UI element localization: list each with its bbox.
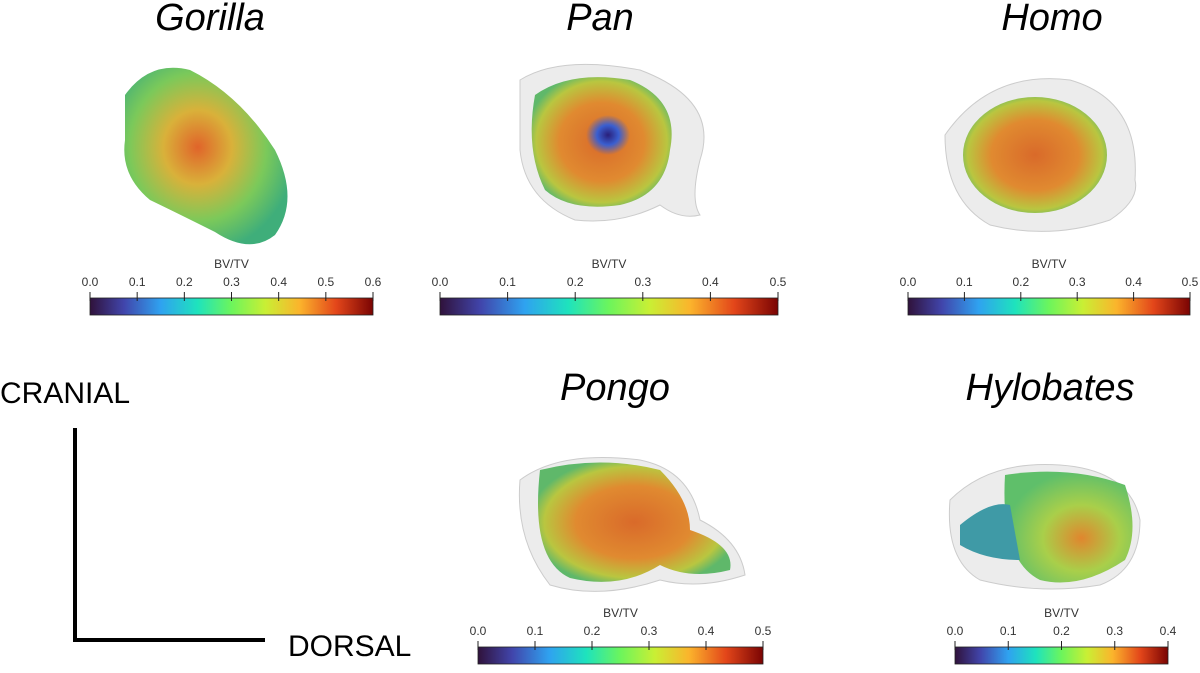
orientation-axes — [73, 428, 265, 642]
specimen-pongo — [518, 457, 746, 592]
panel-title: Homo — [1001, 0, 1102, 39]
cranial-label: CRANIAL — [0, 377, 130, 410]
tick-label: 0.4 — [702, 275, 719, 289]
specimen-pan — [519, 63, 705, 222]
tick-label: 0.4 — [270, 275, 287, 289]
tick-label: 0.2 — [1012, 275, 1029, 289]
tick-label: 0.3 — [223, 275, 240, 289]
tick-label: 0.3 — [1106, 624, 1123, 638]
tick-label: 0.6 — [365, 275, 382, 289]
tick-label: 0.0 — [470, 624, 487, 638]
tick-label: 0.2 — [567, 275, 584, 289]
tick-label: 0.4 — [1160, 624, 1177, 638]
colorbar-label: BV/TV — [1032, 257, 1067, 271]
tick-label: 0.1 — [499, 275, 516, 289]
tick-label: 0.0 — [947, 624, 964, 638]
specimen-hylobates — [948, 463, 1141, 590]
dorsal-label: DORSAL — [288, 630, 411, 663]
colorbar-label: BV/TV — [1044, 606, 1079, 620]
colorbar — [477, 646, 764, 665]
tick-label: 0.5 — [1182, 275, 1199, 289]
colorbar-label: BV/TV — [592, 257, 627, 271]
tick-label: 0.1 — [129, 275, 146, 289]
colorbar — [907, 297, 1191, 316]
tick-label: 0.5 — [770, 275, 787, 289]
specimen-gorilla — [124, 67, 288, 245]
panel-title: Gorilla — [155, 0, 265, 39]
tick-label: 0.1 — [956, 275, 973, 289]
tick-label: 0.0 — [432, 275, 449, 289]
colorbar-label: BV/TV — [603, 606, 638, 620]
tick-label: 0.3 — [634, 275, 651, 289]
panel-title: Pongo — [560, 367, 670, 409]
tick-label: 0.5 — [317, 275, 334, 289]
tick-label: 0.2 — [584, 624, 601, 638]
panel-title: Pan — [566, 0, 634, 39]
tick-label: 0.1 — [527, 624, 544, 638]
tick-label: 0.2 — [176, 275, 193, 289]
specimen-homo — [944, 78, 1137, 232]
colorbar-label: BV/TV — [214, 257, 249, 271]
tick-label: 0.3 — [1069, 275, 1086, 289]
tick-label: 0.4 — [1125, 275, 1142, 289]
tick-label: 0.0 — [82, 275, 99, 289]
tick-label: 0.4 — [698, 624, 715, 638]
tick-label: 0.3 — [641, 624, 658, 638]
tick-label: 0.1 — [1000, 624, 1017, 638]
tick-label: 0.0 — [900, 275, 917, 289]
panel-title: Hylobates — [966, 367, 1135, 409]
tick-label: 0.5 — [755, 624, 772, 638]
colorbar — [439, 297, 779, 316]
tick-label: 0.2 — [1053, 624, 1070, 638]
